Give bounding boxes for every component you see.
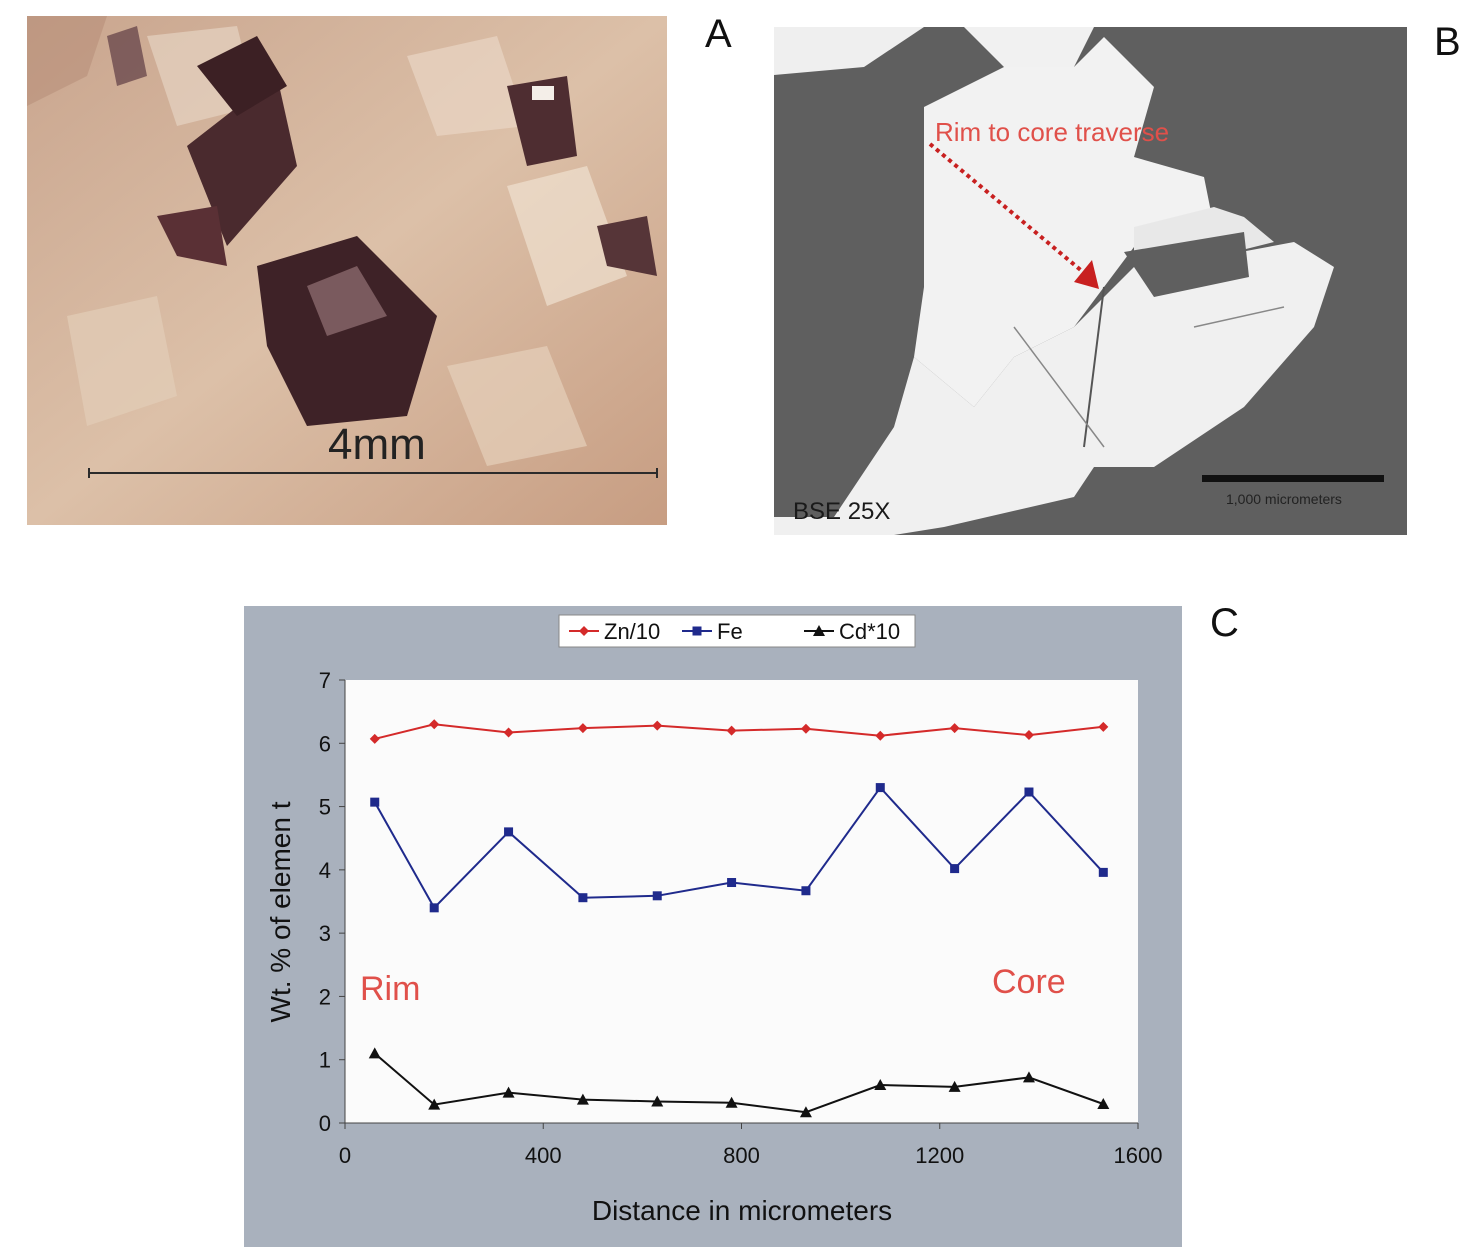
legend-label: Fe — [717, 619, 743, 644]
y-tick-label: 4 — [319, 858, 331, 883]
data-point-fe — [1098, 867, 1108, 877]
data-point-cd-10 — [502, 1086, 515, 1098]
series-fe — [370, 783, 1108, 913]
data-point-cd-10 — [874, 1079, 887, 1091]
data-point-cd-10 — [725, 1096, 738, 1108]
mineral-photo-art — [27, 16, 667, 525]
x-tick-label: 1600 — [1114, 1143, 1163, 1168]
data-point-zn-10 — [503, 727, 514, 738]
data-point-zn-10 — [652, 720, 663, 731]
y-tick-label: 1 — [319, 1048, 331, 1073]
x-tick-label: 800 — [723, 1143, 760, 1168]
legend-swatch-marker — [692, 626, 702, 636]
y-tick-label: 3 — [319, 921, 331, 946]
data-point-zn-10 — [369, 733, 380, 744]
bse-image — [774, 27, 1407, 535]
x-tick-label: 1200 — [915, 1143, 964, 1168]
annotation-core: Core — [992, 963, 1066, 1001]
data-point-zn-10 — [875, 730, 886, 741]
data-point-cd-10 — [799, 1106, 812, 1118]
legend: Zn/10 Fe Cd*10 — [558, 614, 916, 648]
data-point-cd-10 — [1097, 1098, 1110, 1110]
panel-letter-a: A — [705, 12, 732, 56]
y-tick-label: 2 — [319, 984, 331, 1009]
data-point-zn-10 — [1023, 730, 1034, 741]
y-tick-label: 0 — [319, 1111, 331, 1136]
data-point-fe — [578, 893, 588, 903]
data-point-cd-10 — [1022, 1071, 1035, 1083]
micrometer-scale-label: 1,000 micrometers — [1226, 491, 1342, 507]
legend-label: Zn/10 — [604, 619, 660, 644]
plot-area — [345, 680, 1138, 1123]
data-point-zn-10 — [800, 723, 811, 734]
data-point-fe — [727, 878, 737, 888]
x-axis-title: Distance in micrometers — [592, 1195, 892, 1226]
annotation-rim: Rim — [360, 970, 420, 1008]
panel-letter-c: C — [1210, 601, 1239, 645]
x-tick-label: 400 — [525, 1143, 562, 1168]
data-point-fe — [950, 864, 960, 874]
data-point-fe — [504, 827, 514, 837]
data-point-cd-10 — [576, 1093, 589, 1105]
data-point-zn-10 — [1098, 721, 1109, 732]
legend-swatch-marker — [579, 626, 589, 636]
y-tick-label: 5 — [319, 795, 331, 820]
data-point-zn-10 — [577, 723, 588, 734]
data-point-fe — [801, 886, 811, 896]
line-chart: 0 1 2 3 4 5 6 7 0 400 800 1200 1600 Zn/10 Fe Cd*10 Ri… — [265, 614, 1163, 1226]
data-point-fe — [875, 783, 885, 793]
series-cd-10 — [368, 1047, 1110, 1118]
data-point-fe — [429, 903, 439, 913]
scale-bar-label: 4mm — [328, 420, 426, 469]
data-point-fe — [652, 891, 662, 901]
traverse-label: Rim to core traverse — [935, 117, 1170, 147]
panel-letter-b: B — [1434, 20, 1461, 64]
data-point-cd-10 — [368, 1047, 381, 1059]
data-point-cd-10 — [948, 1080, 961, 1092]
legend-box — [558, 614, 916, 648]
y-tick-label: 7 — [319, 668, 331, 693]
data-point-cd-10 — [428, 1098, 441, 1110]
x-tick-label: 0 — [339, 1143, 351, 1168]
data-point-fe — [1024, 787, 1034, 797]
legend-label: Cd*10 — [839, 619, 900, 644]
y-tick-label: 6 — [319, 731, 331, 756]
mineral-photo — [27, 16, 667, 525]
data-point-zn-10 — [429, 719, 440, 730]
data-point-zn-10 — [726, 725, 737, 736]
series-zn-10 — [369, 719, 1109, 744]
data-point-zn-10 — [949, 723, 960, 734]
legend-swatch-marker — [813, 625, 825, 636]
bse-image-art — [774, 27, 1407, 535]
bse-mode-label: BSE 25X — [793, 498, 891, 525]
data-point-cd-10 — [651, 1095, 664, 1107]
data-point-fe — [370, 797, 380, 807]
chart-frame: 0 1 2 3 4 5 6 7 0 400 800 1200 1600 Zn/10 Fe Cd*10 Ri… — [244, 606, 1182, 1247]
y-axis-title: Wt. % of elemen t — [265, 801, 296, 1022]
